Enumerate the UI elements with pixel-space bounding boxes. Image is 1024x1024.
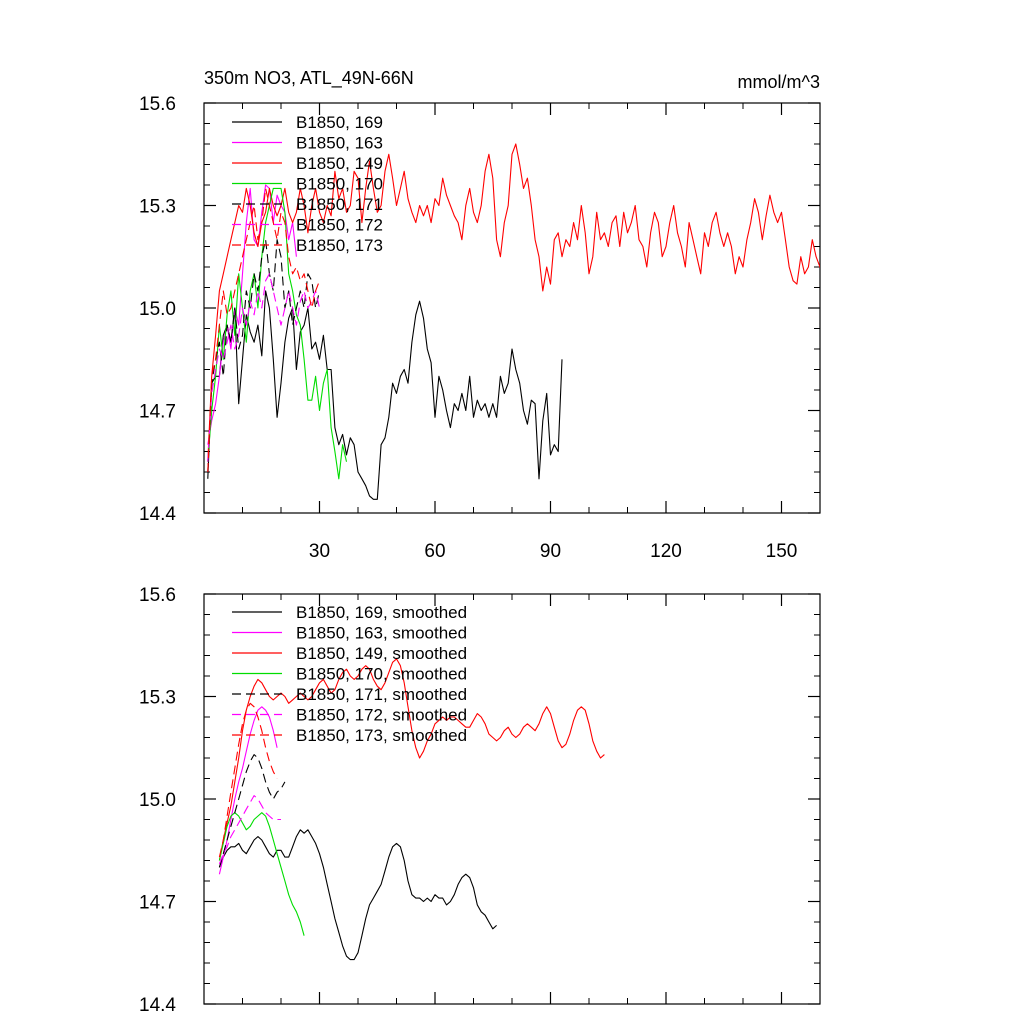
series-line-5 (207, 239, 321, 473)
series-line-7 (218, 702, 278, 858)
series-line-3 (218, 658, 605, 861)
y-tick-label: 15.0 (139, 299, 176, 320)
legend-label: B1850, 171 (296, 195, 383, 214)
series-line-5 (218, 754, 286, 868)
legend-label: B1850, 173 (296, 236, 383, 255)
legend-label: B1850, 163 (296, 134, 383, 153)
legend-label: B1850, 163, smoothed (296, 624, 467, 643)
legend-label: B1850, 170, smoothed (296, 665, 467, 684)
y-tick-label: 14.4 (139, 504, 176, 525)
legend-label: B1850, 169 (296, 113, 383, 132)
series-line-2 (218, 706, 278, 875)
legend-label: B1850, 149, smoothed (296, 644, 467, 663)
legend-label: B1850, 172, smoothed (296, 706, 467, 725)
y-tick-label: 14.4 (139, 995, 176, 1016)
legend-label: B1850, 149 (296, 154, 383, 173)
y-tick-label: 14.7 (139, 893, 176, 914)
top-panel: 14.4 14.7 15.0 15.3 15.6 30 60 90 120 150 B1850, 1… (139, 94, 821, 562)
series-line-4 (218, 812, 305, 936)
series-line-1 (218, 829, 497, 961)
y-tick-label: 15.6 (139, 585, 176, 606)
x-tick-label: 60 (424, 541, 445, 562)
y-tick-label: 15.0 (139, 790, 176, 811)
legend-label: B1850, 170 (296, 175, 383, 194)
chart-title: 350m NO3, ATL_49N-66N (204, 68, 414, 89)
y-tick-label: 15.6 (139, 94, 176, 115)
x-tick-label: 30 (309, 541, 330, 562)
series-line-3 (207, 143, 820, 462)
series-line-6 (207, 273, 321, 462)
series-line-4 (207, 187, 348, 480)
y-tick-label: 15.3 (139, 197, 176, 218)
series-line-6 (218, 795, 281, 865)
bottom-panel: 14.4 14.7 15.0 15.3 15.6 B1850, 169, smoothed… (139, 585, 821, 1016)
legend-label: B1850, 171, smoothed (296, 685, 467, 704)
x-tick-label: 90 (540, 541, 561, 562)
chart-units: mmol/m^3 (738, 72, 820, 92)
series-line-1 (207, 290, 563, 500)
x-tick-label: 150 (766, 541, 798, 562)
y-tick-label: 14.7 (139, 402, 176, 423)
legend-label: B1850, 169, smoothed (296, 603, 467, 622)
legend-label: B1850, 173, smoothed (296, 726, 467, 745)
series-line-7 (207, 187, 321, 473)
y-tick-label: 15.3 (139, 688, 176, 709)
x-tick-label: 120 (650, 541, 682, 562)
legend-label: B1850, 172 (296, 216, 383, 235)
